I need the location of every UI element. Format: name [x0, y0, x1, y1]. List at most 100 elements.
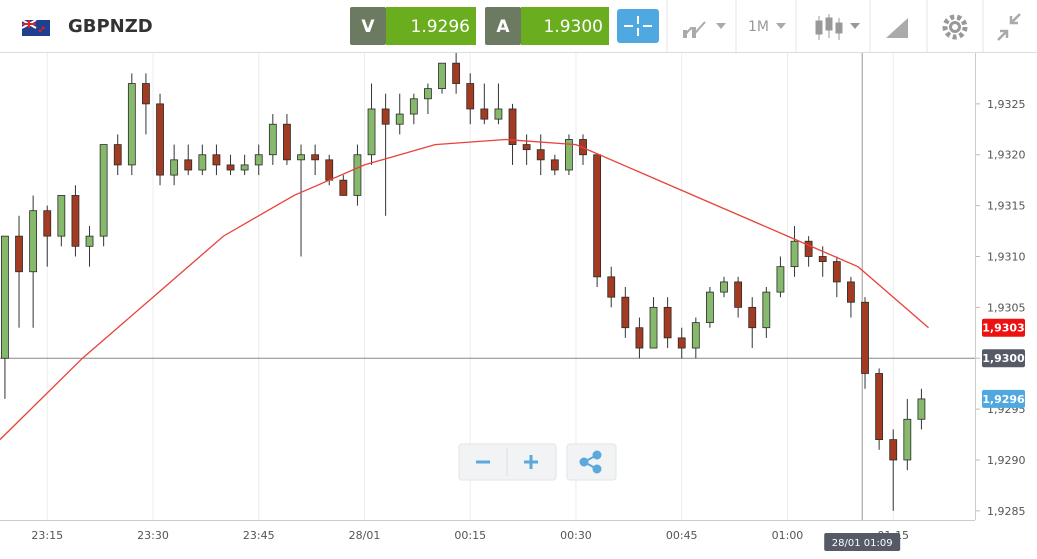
candle-body	[720, 281, 728, 293]
crosshair-button[interactable]	[617, 9, 659, 43]
candle-body	[325, 159, 334, 181]
x-tick-label: 28/01	[349, 529, 381, 542]
candle-body	[748, 306, 757, 329]
crosshair-label: 28/01 01:09	[832, 538, 893, 549]
x-tick-label: 00:45	[666, 529, 698, 542]
y-tick-label: 1,9325	[987, 98, 1026, 111]
candle-body	[15, 235, 23, 273]
candle-body	[607, 276, 616, 298]
crosshair-label-box	[824, 533, 901, 551]
candle-body	[424, 88, 432, 100]
y-tick-label: 1,9315	[987, 200, 1026, 213]
plot: 1,92851,92901,92951,93001,93051,93101,93…	[0, 53, 1026, 551]
candle-body	[395, 113, 404, 125]
x-tick-label: 23:15	[31, 529, 63, 542]
candle-body	[283, 123, 291, 161]
candle-body	[1, 235, 9, 359]
candle-body	[353, 154, 362, 196]
bid-box[interactable]	[386, 7, 476, 45]
flag	[21, 19, 50, 36]
candle-body	[226, 164, 235, 171]
bid-tag[interactable]	[350, 7, 386, 45]
candle-body	[903, 418, 912, 461]
chart-type-button[interactable]	[683, 21, 726, 38]
candle-body	[127, 83, 136, 166]
candle-body	[43, 210, 52, 237]
bid-price: 1.9296	[411, 17, 470, 37]
candle-body	[438, 62, 446, 90]
candle-body	[113, 144, 122, 166]
candle-body	[691, 322, 700, 349]
price-label-box	[982, 318, 1025, 337]
candle-body	[198, 154, 207, 171]
x-tick-label: 23:30	[137, 529, 169, 542]
candle-body	[480, 108, 489, 120]
candle-body	[621, 296, 630, 329]
ask-price: 1.9300	[544, 17, 603, 37]
toolbar: GBPNZD V 1.9296 A 1.9300 1M	[0, 0, 1037, 53]
draw-button[interactable]	[886, 18, 908, 38]
price-label: 1,9303	[982, 322, 1024, 335]
ask-box[interactable]	[521, 7, 609, 45]
candle-body	[593, 154, 602, 278]
candle-body	[635, 327, 644, 349]
y-tick-label: 1,9290	[987, 454, 1026, 467]
y-tick-label: 1,9320	[987, 149, 1026, 162]
candle-body	[268, 123, 277, 156]
candle-body	[762, 291, 771, 329]
y-tick-label: 1,9305	[987, 301, 1026, 314]
candle-body	[734, 281, 743, 308]
candle-body	[71, 195, 80, 247]
candle-body	[297, 154, 305, 161]
settings-button[interactable]	[942, 14, 968, 40]
x-tick-label: 00:15	[454, 529, 486, 542]
bid-label: V	[361, 17, 375, 37]
candle-body	[240, 164, 249, 171]
candle-body	[409, 98, 418, 115]
collapse-button[interactable]	[997, 13, 1021, 41]
candle-body	[889, 439, 898, 461]
zoom-controls	[458, 443, 617, 481]
price-label-box	[982, 389, 1025, 408]
price-label-box	[982, 349, 1025, 368]
candle-body	[254, 154, 263, 166]
candle-body	[466, 83, 475, 110]
candle-body	[917, 398, 926, 420]
candle-body	[367, 108, 376, 156]
candle-body	[861, 301, 869, 374]
timeframe-caret	[776, 23, 786, 29]
candle-body	[818, 256, 827, 262]
candle-body	[452, 62, 461, 84]
candle-body	[875, 373, 884, 441]
share-icon	[579, 450, 602, 474]
candle-body	[170, 159, 179, 176]
candle-body	[99, 144, 108, 237]
candle-body	[311, 154, 320, 161]
symbol: GBPNZD	[68, 16, 153, 37]
ask-tag[interactable]	[485, 7, 521, 45]
candle-body	[156, 103, 164, 176]
candle-body	[832, 261, 841, 283]
candle-body	[508, 108, 517, 145]
candle-body	[142, 83, 150, 105]
candle-body	[790, 240, 799, 268]
moving-average	[0, 138, 929, 441]
candle-body	[339, 179, 348, 196]
candle-body	[663, 306, 672, 339]
x-tick-label: 00:30	[560, 529, 592, 542]
timeframe[interactable]: 1M	[748, 19, 769, 35]
y-tick-label: 1,9310	[987, 250, 1026, 263]
candle-body	[847, 281, 855, 303]
candle-body	[381, 108, 390, 125]
share-button[interactable]	[566, 443, 617, 481]
ask-label: A	[496, 17, 510, 37]
candle-body	[494, 108, 503, 120]
candle-body	[550, 159, 559, 171]
candle-body	[776, 266, 785, 293]
x-tick-label: 23:45	[243, 529, 275, 542]
candle-body	[85, 235, 94, 247]
zoom-in[interactable]	[524, 455, 538, 469]
candle-style-button[interactable]	[815, 14, 860, 40]
price-label: 1,9300	[982, 352, 1025, 365]
